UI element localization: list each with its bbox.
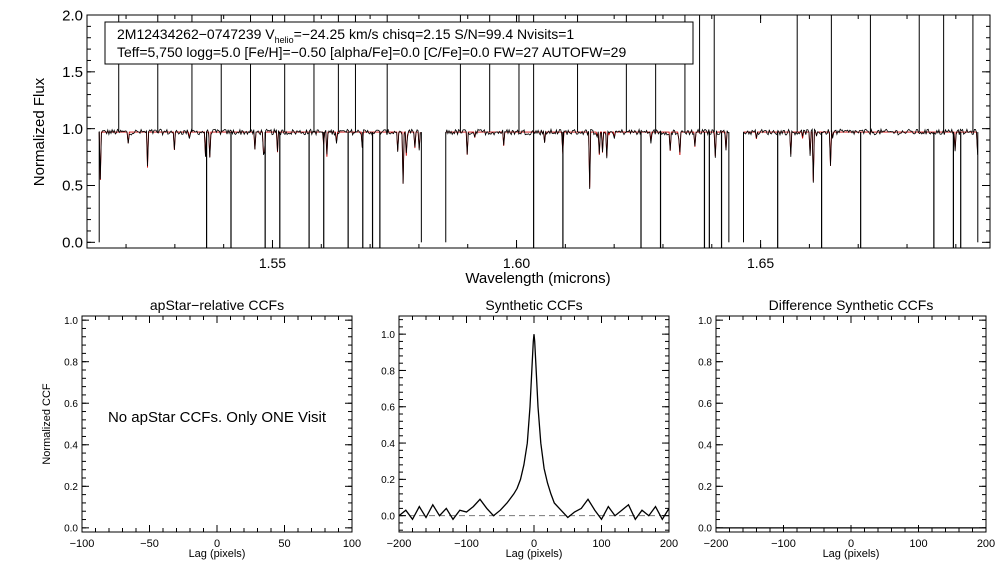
- y-tick-label: 1.5: [62, 64, 83, 81]
- spectrum-panel: 1.55 1.60 1.65 0.0 0.5 1.0 1.5 2.0 2M12434262−0…: [31, 7, 991, 287]
- x-tick-label: 1.60: [503, 255, 530, 271]
- y-tick-label: 0.2: [64, 482, 78, 493]
- spectrum-frame: [86, 14, 991, 249]
- apstar-ccf-ylabel: Normalized CCF: [41, 383, 53, 465]
- spectrum-ticks: 1.55 1.60 1.65 0.0 0.5 1.0 1.5 2.0: [62, 7, 990, 271]
- y-tick-label: 0.0: [698, 524, 712, 535]
- y-tick-label: 1.0: [698, 316, 712, 327]
- spectrum-ylabel: Normalized Flux: [31, 77, 48, 186]
- info-line-2: Teff=5,750 logg=5.0 [Fe/H]=−0.50 [alpha/…: [117, 44, 626, 60]
- x-tick-label: 100: [343, 538, 361, 550]
- x-tick-label: 0: [214, 538, 220, 550]
- synthetic-ccf-title: Synthetic CCFs: [485, 297, 582, 313]
- y-tick-label: 1.0: [62, 121, 83, 138]
- observed-spectrum-line: [445, 127, 729, 190]
- y-tick-label: 0.4: [64, 441, 78, 452]
- observed-spectrum-line: [98, 127, 421, 184]
- apstar-ccf-title: apStar−relative CCFs: [150, 297, 284, 313]
- y-tick-label: 0.6: [698, 399, 712, 410]
- no-ccf-message: No apStar CCFs. Only ONE Visit: [108, 409, 327, 426]
- difference-ccf-title: Difference Synthetic CCFs: [769, 297, 934, 313]
- synthetic-ccf-xlabel: Lag (pixels): [506, 548, 563, 560]
- x-tick-label: 100: [592, 538, 610, 550]
- synthetic-ccf-panel: Synthetic CCFs −200 −100 0 100 200 0.0 0.2 0.4 0…: [381, 297, 678, 560]
- x-tick-label: 50: [278, 538, 290, 550]
- synthetic-ccf-frame: [398, 315, 670, 533]
- y-tick-label: 0.4: [381, 439, 395, 450]
- y-tick-label: 0.0: [381, 512, 395, 523]
- x-tick-label: −100: [70, 538, 95, 550]
- difference-ccf-xlabel: Lag (pixels): [823, 548, 880, 560]
- x-tick-label: 200: [977, 538, 995, 550]
- x-tick-label: 0: [531, 538, 537, 550]
- x-tick-label: −100: [771, 538, 796, 550]
- info-box: [104, 21, 694, 65]
- y-tick-label: 0.2: [698, 482, 712, 493]
- apstar-ccf-panel: apStar−relative CCFs −100 −50 0 50 100 0.0 0.2…: [41, 297, 361, 560]
- synthetic-ccf-line: [398, 334, 670, 521]
- y-tick-label: 0.8: [381, 366, 395, 377]
- x-tick-label: −200: [387, 538, 412, 550]
- y-tick-label: 0.2: [381, 475, 395, 486]
- observed-spectrum-line: [743, 127, 978, 183]
- difference-ccf-panel: Difference Synthetic CCFs −200 −100 0 100 20…: [698, 297, 995, 560]
- x-tick-label: −100: [454, 538, 479, 550]
- y-tick-label: 0.5: [62, 178, 83, 195]
- apstar-ccf-xlabel: Lag (pixels): [189, 548, 246, 560]
- difference-ccf-frame: [715, 315, 987, 533]
- x-tick-label: 200: [660, 538, 678, 550]
- spectrum-xlabel: Wavelength (microns): [465, 270, 610, 287]
- y-tick-label: 0.8: [64, 358, 78, 369]
- x-tick-label: 0: [848, 538, 854, 550]
- y-tick-label: 0.0: [62, 235, 83, 252]
- y-tick-label: 0.0: [64, 524, 78, 535]
- x-tick-label: 1.55: [259, 255, 286, 271]
- x-tick-label: −50: [140, 538, 159, 550]
- y-tick-label: 1.0: [64, 316, 78, 327]
- y-tick-label: 0.6: [64, 399, 78, 410]
- apstar-ccf-ticks: −100 −50 0 50 100 0.0 0.2 0.4 0.6 0.8 1.0: [64, 316, 361, 550]
- x-tick-label: −200: [704, 538, 729, 550]
- synthetic-ccf-plot-area: [398, 334, 670, 521]
- x-tick-label: 100: [909, 538, 927, 550]
- y-tick-label: 0.8: [698, 358, 712, 369]
- x-tick-label: 1.65: [747, 255, 774, 271]
- y-tick-label: 1.0: [381, 330, 395, 341]
- synthetic-ccf-ticks: −200 −100 0 100 200 0.0 0.2 0.4 0.6 0.8 1.0: [381, 316, 678, 550]
- model-spectrum-line: [445, 131, 729, 188]
- info-line-1: 2M12434262−0747239 Vhelio=−24.25 km/s ch…: [117, 26, 574, 45]
- difference-ccf-ticks: −200 −100 0 100 200 0.0 0.2 0.4 0.6 0.8 1.0: [698, 316, 995, 550]
- y-tick-label: 0.4: [698, 441, 712, 452]
- y-tick-label: 2.0: [62, 7, 83, 24]
- y-tick-label: 0.6: [381, 403, 395, 414]
